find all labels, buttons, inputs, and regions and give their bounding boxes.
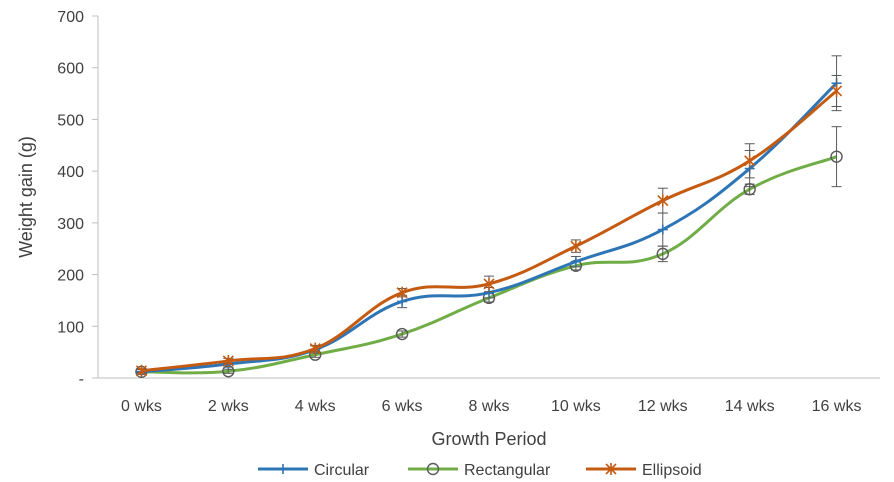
series-ellipsoid xyxy=(135,74,843,377)
x-tick-labels: 0 wks 2 wks 4 wks 6 wks 8 wks 10 wks 12 wks 14 … xyxy=(121,398,861,415)
y-tick-label: 600 xyxy=(57,61,84,78)
series-line-ellipsoid xyxy=(141,89,838,373)
x-tick-label: 10 wks xyxy=(551,398,601,415)
x-tick-label: 8 wks xyxy=(469,398,510,415)
data-point-rectangular xyxy=(830,150,843,163)
y-axis-title: Weight gain (g) xyxy=(16,136,36,258)
x-tick-label: 6 wks xyxy=(382,398,423,415)
y-tick-label: - xyxy=(79,371,84,388)
axes xyxy=(92,15,880,379)
x-tick-label: 0 wks xyxy=(121,398,162,415)
x-tick-label: 16 wks xyxy=(812,398,862,415)
legend-item-ellipsoid[interactable]: Ellipsoid xyxy=(586,462,702,479)
y-tick-label: 300 xyxy=(57,216,84,233)
legend-label-rectangular: Rectangular xyxy=(464,462,551,479)
legend-label-circular: Circular xyxy=(314,462,370,479)
y-tick-label: 500 xyxy=(57,112,84,129)
x-tick-label: 14 wks xyxy=(725,398,775,415)
y-tick-labels: - 100 200 300 400 500 600 700 xyxy=(57,9,84,388)
series-rectangular xyxy=(135,126,843,378)
x-axis-title: Growth Period xyxy=(431,429,546,449)
data-point-rectangular xyxy=(656,247,669,261)
series-line-rectangular xyxy=(141,155,838,375)
x-tick-label: 2 wks xyxy=(208,398,249,415)
legend-item-circular[interactable]: Circular xyxy=(258,462,370,479)
legend-marker-rectangular xyxy=(426,462,440,476)
series-circular xyxy=(136,55,842,377)
x-tick-label: 12 wks xyxy=(638,398,688,415)
y-tick-label: 200 xyxy=(57,268,84,285)
y-tick-label: 100 xyxy=(57,319,84,336)
legend[interactable]: Circular Rectangular Ellipsoid xyxy=(258,462,702,479)
legend-item-rectangular[interactable]: Rectangular xyxy=(408,462,551,479)
data-point-rectangular xyxy=(395,327,409,341)
x-tick-label: 4 wks xyxy=(295,398,336,415)
series-group xyxy=(135,55,843,378)
y-tick-label: 700 xyxy=(57,9,84,26)
legend-label-ellipsoid: Ellipsoid xyxy=(642,462,702,479)
series-line-circular xyxy=(141,82,838,374)
y-tick-label: 400 xyxy=(57,164,84,181)
